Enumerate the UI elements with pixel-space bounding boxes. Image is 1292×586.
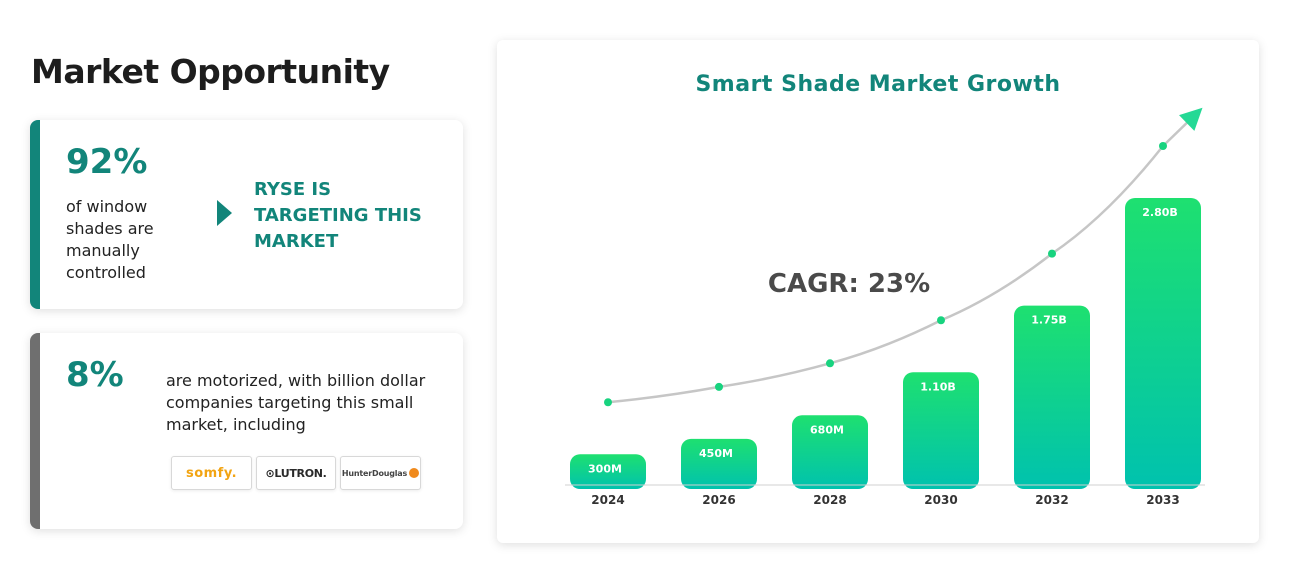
trend-line [606, 116, 1194, 404]
trend-point [937, 316, 945, 325]
x-tick-label: 2033 [1146, 493, 1179, 507]
somfy-logo: somfy. [171, 456, 252, 490]
x-tick-label: 2030 [924, 493, 957, 507]
bar-2026 [681, 438, 757, 489]
bar-value-label: 450M [699, 447, 733, 460]
chart-svg: Smart Shade Market Growth CAGR: 23% 300M… [565, 72, 1205, 507]
trend-point [604, 398, 612, 407]
trend-point [1048, 249, 1056, 258]
hunterdouglas-mark-icon [409, 468, 420, 478]
bar-value-label: 1.10B [920, 380, 956, 393]
bar-2028 [792, 415, 868, 489]
stat-description-motorized: are motorized, with billion dollar compa… [166, 371, 426, 434]
trend-point [826, 359, 834, 368]
trend-point [715, 382, 723, 391]
bar-2030 [903, 372, 979, 489]
lutron-logo: ⊙ LUTRON. [256, 456, 336, 490]
x-tick-label: 2026 [702, 493, 735, 507]
x-tick-label: 2032 [1035, 493, 1068, 507]
chart-panel: Smart Shade Market Growth CAGR: 23% 300M… [497, 40, 1259, 543]
stat-card-manual: 92% of window shades are manually contro… [30, 120, 463, 309]
trend-arrow-icon [1179, 107, 1203, 131]
trend-point [1159, 142, 1167, 150]
chart-title: Smart Shade Market Growth [695, 72, 1060, 97]
stat-card-motorized: 8% are motorized, with billion dollar co… [30, 333, 463, 529]
bar-2033 [1125, 198, 1201, 489]
competitor-logos: somfy. ⊙ LUTRON. HunterDouglas [171, 456, 421, 490]
bar-value-label: 2.80B [1142, 206, 1178, 219]
target-callout: RYSE IS TARGETING THIS MARKET [254, 179, 422, 252]
play-arrow-icon [217, 200, 232, 226]
bar-value-label: 300M [588, 462, 622, 475]
bar-value-label: 680M [810, 423, 844, 436]
card-accent-bar [30, 333, 40, 529]
x-tick-label: 2028 [813, 493, 846, 507]
page-title: Market Opportunity [31, 52, 390, 91]
bar-value-label: 1.75B [1031, 314, 1067, 327]
x-tick-label: 2024 [591, 493, 624, 507]
card-accent-bar [30, 120, 40, 309]
hunterdouglas-logo: HunterDouglas [340, 456, 421, 490]
stat-description-manual: of window shades are manually controlled [66, 197, 154, 282]
stat-value-manual: 92% [66, 142, 148, 182]
bar-2024 [570, 454, 646, 489]
bar-2032 [1014, 305, 1090, 489]
stat-value-motorized: 8% [66, 355, 124, 395]
cagr-annotation: CAGR: 23% [768, 269, 930, 299]
